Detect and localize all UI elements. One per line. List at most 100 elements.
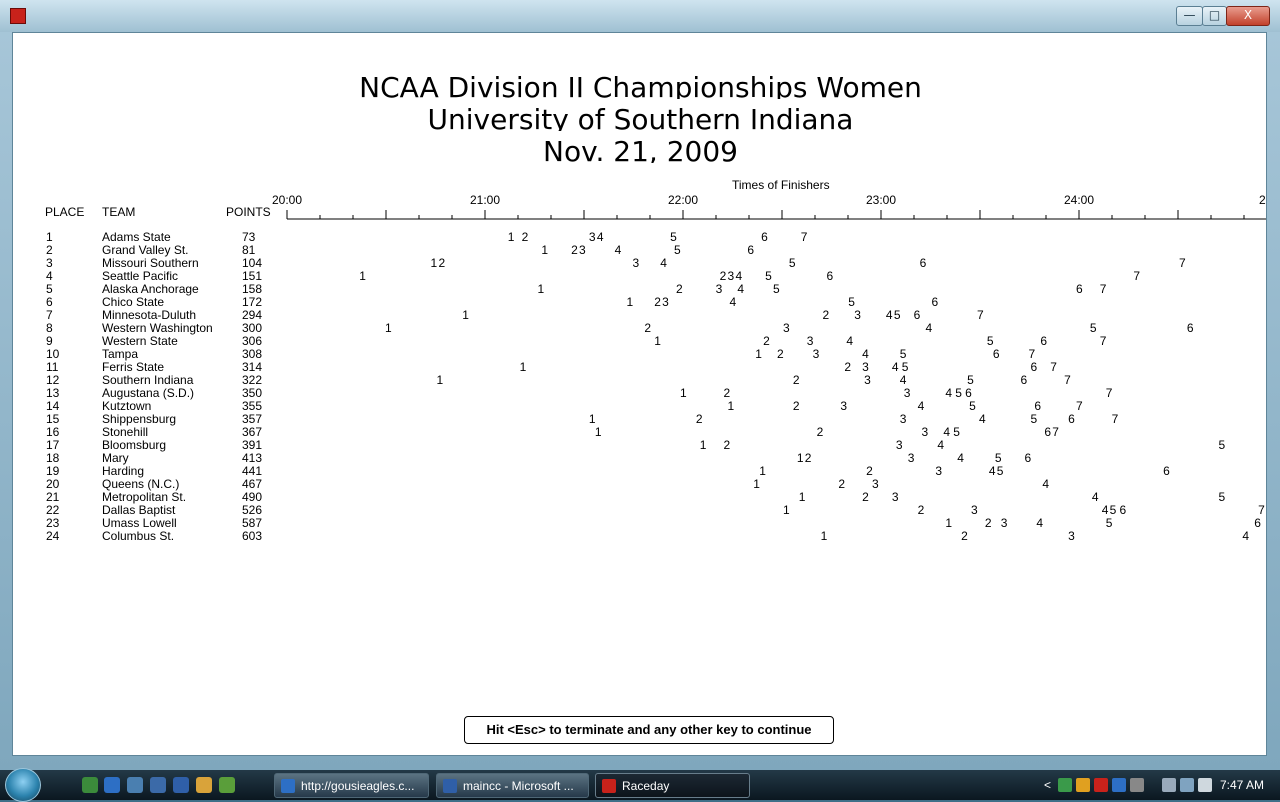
finisher-mark: 4 [862,347,869,361]
finisher-mark: 3 [727,269,735,283]
finisher-mark: 4 [943,425,951,439]
finisher-mark: 3 [864,373,871,387]
team-name: Bloomsburg [102,438,167,452]
tool-icon[interactable] [219,777,235,793]
task-word[interactable]: maincc - Microsoft ... [436,773,589,798]
update-tray-icon[interactable] [1076,778,1090,792]
heading-line-1: NCAA Division II Championships Women [359,73,922,99]
finisher-mark: 5 [765,269,772,283]
minimize-button[interactable]: — [1176,6,1203,26]
finisher-mark: 4 [1042,477,1050,491]
team-points: 172 [242,295,263,309]
team-place: 19 [46,464,60,478]
team-points: 357 [242,412,263,426]
finisher-mark: 1 [798,490,806,504]
finisher-mark: 6 [1163,464,1170,478]
team-place: 5 [46,282,53,296]
task-browser[interactable]: http://gousieagles.c... [274,773,429,798]
folder-icon[interactable] [196,777,212,793]
finisher-mark: 6 [747,243,754,257]
device-tray-icon[interactable] [1162,778,1176,792]
team-name: Ferris State [102,360,165,374]
finisher-mark: 2 [644,321,652,335]
finisher-mark: 4 [846,334,853,348]
team-points: 322 [242,373,263,387]
title-bar[interactable]: — □ X [0,0,1280,32]
team-place: 13 [46,386,60,400]
team-place: 18 [46,451,60,465]
finisher-mark: 5 [1218,438,1226,452]
finisher-mark: 3 [921,425,929,439]
app-tray-icon[interactable] [1112,778,1126,792]
show-desktop-icon[interactable] [82,777,98,793]
team-name: Kutztown [102,399,152,413]
finisher-mark: 2 [763,334,770,348]
team-name: Alaska Anchorage [102,282,199,296]
finisher-mark: 2 [777,347,784,361]
team-points: 467 [242,477,263,491]
team-name: Dallas Baptist [102,503,176,517]
finisher-mark: 2 [676,282,683,296]
team-place: 6 [46,295,53,309]
team-points: 603 [242,529,263,543]
word-icon[interactable] [173,777,189,793]
finisher-mark: 5 [1089,321,1097,335]
finisher-mark: 5 [969,399,976,413]
tray-expand-icon[interactable]: < [1044,778,1052,792]
finisher-mark: 6 [1044,425,1051,439]
finisher-mark: 6 [1068,412,1075,426]
finisher-mark: 1 [753,477,760,491]
finisher-mark: 4 [614,243,622,257]
computer-icon[interactable] [127,777,143,793]
finisher-mark: 1 [537,282,545,296]
axis-tick-label: 20:00 [272,193,302,207]
network-status-icon[interactable] [1180,778,1194,792]
finisher-mark: 5 [788,256,796,270]
finisher-mark: 4 [1036,516,1044,530]
continue-prompt: Hit <Esc> to terminate and any other key… [464,716,834,744]
network-tray-icon[interactable] [1058,778,1072,792]
window-switch-icon[interactable] [150,777,166,793]
team-place: 14 [46,399,60,413]
close-button[interactable]: X [1226,6,1270,26]
finisher-mark: 1 [654,334,661,348]
team-points: 294 [242,308,263,322]
finisher-mark: 3 [715,282,723,296]
finisher-mark: 4 [899,373,907,387]
finisher-mark: 2 [866,464,873,478]
chart-title: Times of Finishers [732,178,830,192]
messenger-tray-icon[interactable] [1130,778,1144,792]
finisher-mark: 6 [931,295,939,309]
finisher-mark: 5 [901,360,909,374]
team-name: Stonehill [102,425,149,439]
team-name: Western State [102,334,178,348]
finisher-mark: 5 [994,451,1002,465]
volume-icon[interactable] [1198,778,1212,792]
finisher-mark: 4 [891,360,899,374]
word-document-icon [443,779,457,793]
finisher-mark: 5 [955,386,962,400]
team-name: Queens (N.C.) [102,477,180,491]
mail-tray-icon[interactable] [1094,778,1108,792]
finisher-mark: 3 [662,295,669,309]
finisher-mark: 3 [895,438,903,452]
finisher-mark: 4 [937,438,945,452]
team-place: 12 [46,373,60,387]
start-button[interactable] [5,768,41,802]
finisher-mark: 7 [1052,425,1059,439]
finisher-mark: 2 [695,412,703,426]
finisher-mark: 4 [596,230,604,244]
clock[interactable]: 7:47 AM [1220,778,1265,792]
team-place: 2 [46,243,53,257]
axis-tick-label: 22:00 [668,193,698,207]
maximize-button[interactable]: □ [1202,6,1227,26]
finisher-mark: 3 [907,451,915,465]
axis-tick-label: 21:00 [470,193,500,207]
team-points: 73 [242,230,256,244]
finisher-mark: 1 [384,321,392,335]
app-icon[interactable] [10,8,26,24]
team-place: 4 [46,269,53,283]
task-raceday[interactable]: Raceday [595,773,750,798]
internet-explorer-icon[interactable] [104,777,120,793]
team-place: 8 [46,321,53,335]
